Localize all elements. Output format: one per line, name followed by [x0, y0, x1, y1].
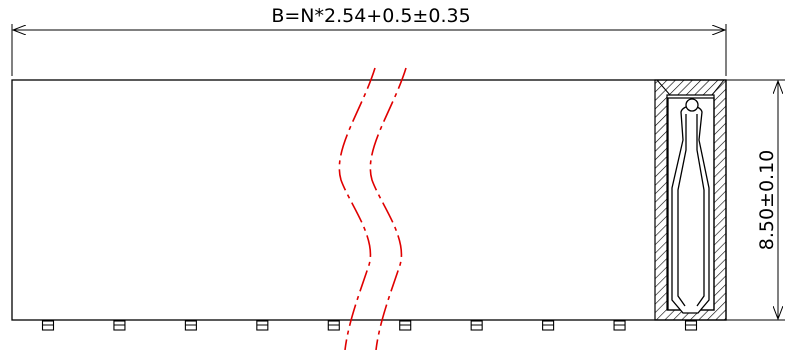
pin-row — [41, 320, 698, 331]
housing-top-chamfer — [656, 79, 725, 96]
pin — [542, 320, 555, 331]
end-section-view — [654, 79, 727, 321]
pin — [613, 320, 626, 331]
width-dimension-label: B=N*2.54+0.5±0.35 — [271, 5, 470, 27]
contact-spring-inner — [677, 114, 705, 307]
pin — [184, 320, 197, 331]
pin — [256, 320, 269, 331]
pin — [113, 320, 126, 331]
break-lines — [338, 67, 407, 350]
height-dimension-label: 8.50±0.10 — [756, 150, 778, 251]
pin — [399, 320, 412, 331]
break-line-left — [338, 67, 376, 350]
pin — [684, 320, 698, 331]
body-outline — [11, 79, 727, 321]
width-dimension: B=N*2.54+0.5±0.35 — [11, 5, 727, 76]
pin — [470, 320, 483, 331]
contact-top-ball — [685, 98, 699, 112]
contact-cavity — [667, 97, 715, 311]
height-dimension: 8.50±0.10 — [726, 79, 785, 321]
connector-body — [11, 79, 727, 321]
pin — [41, 320, 55, 331]
break-line-right — [369, 67, 407, 350]
pin — [327, 320, 340, 331]
contact-spring — [671, 105, 710, 314]
